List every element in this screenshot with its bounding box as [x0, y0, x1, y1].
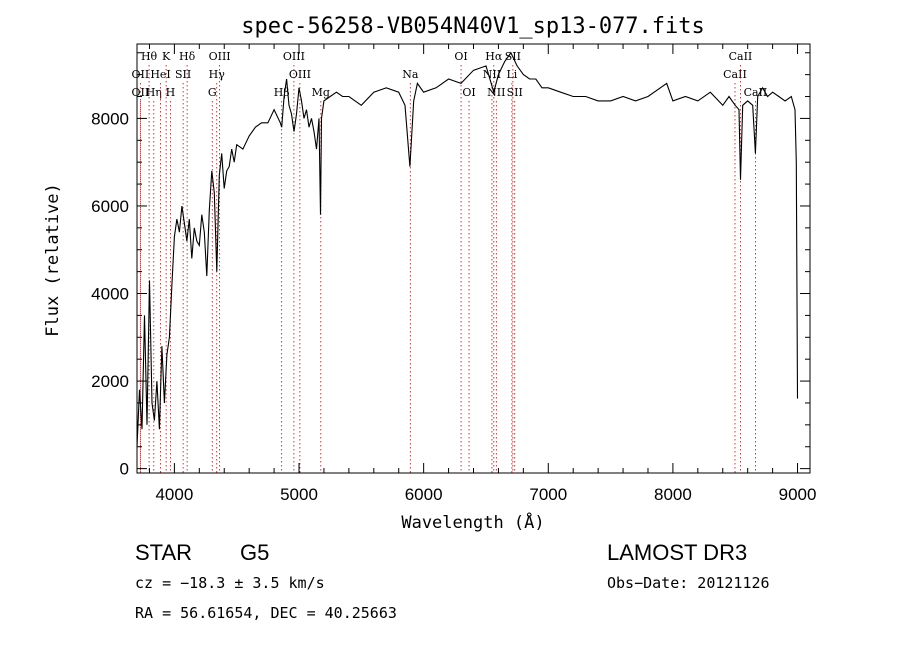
x-tick-label-0: 4000 [155, 485, 193, 504]
marker-label-14: OIII [289, 68, 311, 81]
marker-label-26: CaII [729, 50, 753, 63]
x-tick-label-4: 8000 [654, 485, 692, 504]
sky-coordinates: RA = 56.61654, DEC = 40.25663 [135, 604, 397, 622]
marker-label-10: Hγ [209, 68, 226, 81]
y-tick-label-2: 4000 [91, 285, 129, 304]
plot-frame [136, 43, 811, 474]
marker-label-9: OIII [209, 50, 231, 63]
marker-label-17: OI [454, 50, 467, 63]
chart-title: spec-56258-VB054N40V1_sp13-077.fits [241, 14, 705, 39]
marker-label-16: Na [402, 68, 419, 81]
marker-label-0: Hθ [141, 50, 158, 63]
y-tick-label-3: 6000 [91, 197, 129, 216]
x-tick-label-5: 9000 [779, 485, 817, 504]
marker-label-24: Li [506, 68, 517, 81]
marker-label-23: SII [507, 86, 523, 99]
marker-label-3: Hη [146, 86, 162, 99]
marker-label-21: NII [487, 86, 505, 99]
marker-label-6: H [166, 86, 176, 99]
y-axis: 0 2000 4000 6000 8000 [91, 52, 810, 479]
y-tick-label-1: 2000 [91, 372, 129, 391]
marker-label-25: CaII [723, 68, 747, 81]
y-tick-label-4: 8000 [91, 109, 129, 128]
x-tick-label-3: 7000 [529, 485, 567, 504]
x-axis-label: Wavelength (Å) [401, 511, 544, 533]
marker-label-8: Hδ [179, 50, 196, 63]
marker-label-15: Mg [312, 86, 330, 99]
x-tick-label-1: 5000 [280, 485, 318, 504]
y-tick-label-0: 0 [120, 460, 129, 479]
marker-label-4: HeI [150, 68, 170, 81]
marker-label-5: K [162, 50, 171, 63]
object-class: STAR [135, 540, 193, 565]
marker-label-13: OIII [283, 50, 305, 63]
x-tick-label-2: 6000 [405, 485, 443, 504]
survey-name: LAMOST DR3 [607, 540, 748, 565]
marker-label-18: OI [462, 86, 475, 99]
observation-date: Obs−Date: 20121126 [607, 574, 770, 592]
flux-series-line [136, 51, 799, 447]
marker-label-7: SII [175, 68, 191, 81]
marker-label-19: Hα [485, 50, 503, 63]
marker-label-27: CaII [744, 86, 768, 99]
y-axis-label: Flux (relative) [43, 183, 63, 337]
redshift-velocity: cz = −18.3 ± 3.5 km/s [135, 574, 325, 592]
marker-label-2: OII [132, 86, 150, 99]
object-subclass: G5 [240, 540, 270, 565]
marker-label-11: G [208, 86, 217, 99]
x-axis: 4000 5000 6000 7000 8000 9000 [148, 44, 817, 504]
